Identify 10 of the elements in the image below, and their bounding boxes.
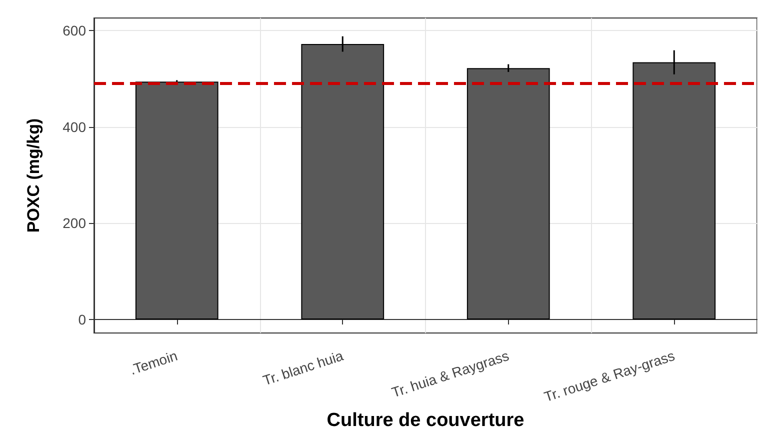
y-tick-label: 0 [78,312,86,328]
x-axis-title: Culture de couverture [326,410,524,431]
x-tick-label: .Temoin [128,347,180,378]
bar [135,82,218,320]
bar [466,68,550,320]
y-tick-label: 400 [62,118,86,135]
y-tick-label: 200 [62,215,86,232]
y-tick-label: 600 [62,22,86,39]
y-axis-title: POXC (mg/kg) [24,118,43,233]
x-tick-label: Tr. blanc huia [260,347,346,388]
